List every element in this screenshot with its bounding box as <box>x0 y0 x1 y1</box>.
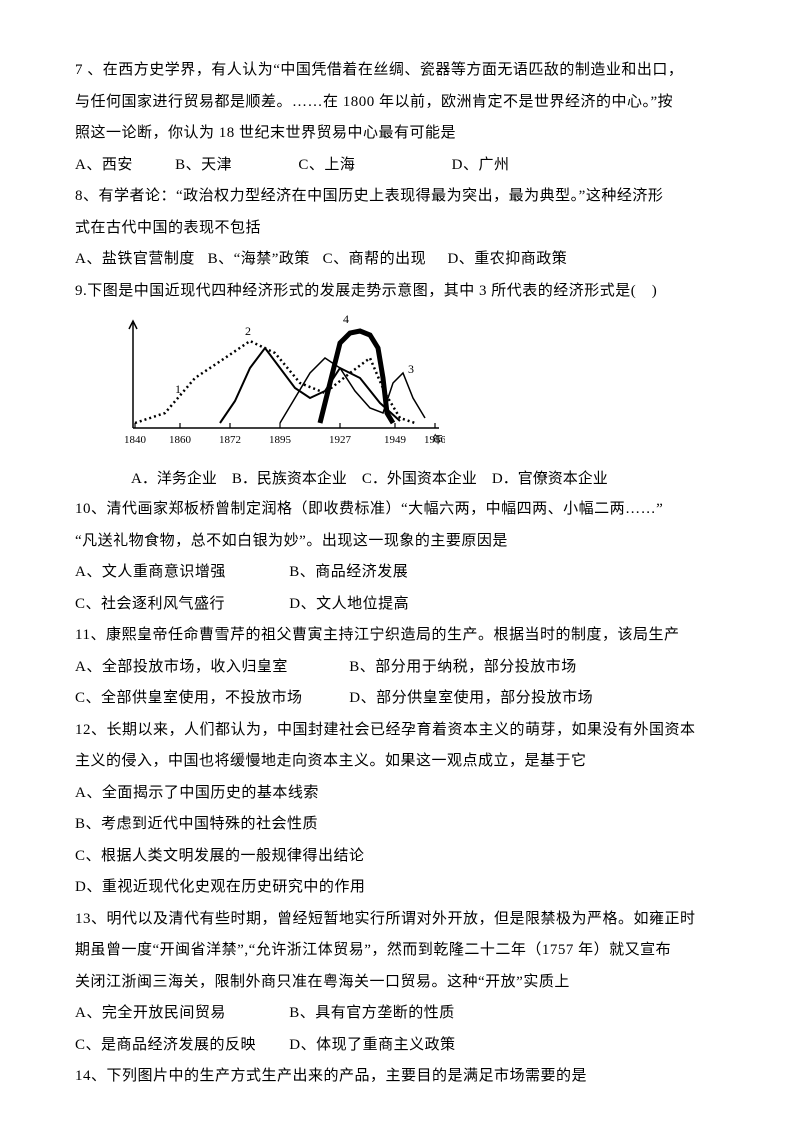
q9-option-a: A．洋务企业 <box>131 471 217 487</box>
q13-options-row1: A、完全开放民间贸易 B、具有官方垄断的性质 <box>75 998 725 1030</box>
q13-option-d: D、体现了重商主义政策 <box>289 1030 455 1062</box>
exam-page: 7 、在西方史学界，有人认为“中国凭借着在丝绸、瓷器等方面无语匹敌的制造业和出口… <box>0 0 800 1133</box>
q10-options-row2: C、社会逐利风气盛行 D、文人地位提高 <box>75 589 725 621</box>
q8-option-a: A、盐铁官营制度 <box>75 244 195 276</box>
q7-line2: 与任何国家进行贸易都是顺差。……在 1800 年以前，欧洲肯定不是世界经济的中心… <box>75 87 725 119</box>
q8-option-c: C、商帮的出现 <box>323 244 427 276</box>
q11-options-row2: C、全部供皇室使用，不投放市场 D、部分供皇室使用，部分投放市场 <box>75 683 725 715</box>
svg-text:1927: 1927 <box>329 434 352 446</box>
svg-text:年: 年 <box>432 432 443 446</box>
svg-text:1949: 1949 <box>384 434 407 446</box>
q11-option-c: C、全部供皇室使用，不投放市场 <box>75 683 345 715</box>
q8-options: A、盐铁官营制度 B、“海禁”政策 C、商帮的出现 D、重农抑商政策 <box>75 244 725 276</box>
q10-line2: “凡送礼物食物，总不如白银为妙”。出现这一现象的主要原因是 <box>75 526 725 558</box>
svg-text:1: 1 <box>175 382 181 396</box>
q7-options: A、西安 B、天津 C、上海 D、广州 <box>75 150 725 182</box>
q9-options: A．洋务企业 B．民族资本企业 C．外国资本企业 D．官僚资本企业 <box>131 464 725 494</box>
q12-option-b: B、考虑到近代中国特殊的社会性质 <box>75 809 725 841</box>
q8-option-b: B、“海禁”政策 <box>208 244 310 276</box>
q10-options-row1: A、文人重商意识增强 B、商品经济发展 <box>75 557 725 589</box>
q12-line2: 主义的侵入，中国也将缓慢地走向资本主义。如果这一观点成立，是基于它 <box>75 746 725 778</box>
line-chart-svg: 1840186018721895192719491956年1234 <box>125 313 445 453</box>
q11-options-row1: A、全部投放市场，收入归皇室 B、部分用于纳税，部分投放市场 <box>75 652 725 684</box>
q10-option-b: B、商品经济发展 <box>289 557 408 589</box>
q11-option-d: D、部分供皇室使用，部分投放市场 <box>349 683 593 715</box>
q13-option-a: A、完全开放民间贸易 <box>75 998 285 1030</box>
q7-option-a: A、西安 <box>75 150 133 182</box>
svg-text:1895: 1895 <box>269 434 292 446</box>
svg-text:1872: 1872 <box>219 434 241 446</box>
q10-line1: 10、清代画家郑板桥曾制定润格（即收费标准）“大幅六两，中幅四两、小幅二两……” <box>75 494 725 526</box>
q9-chart: 1840186018721895192719491956年1234 <box>125 313 725 458</box>
q13-option-c: C、是商品经济发展的反映 <box>75 1030 285 1062</box>
q13-line2: 期虽曾一度“开闽省洋禁”,“允许浙江体贸易”，然而到乾隆二十二年（1757 年）… <box>75 935 725 967</box>
svg-text:1840: 1840 <box>125 434 147 446</box>
svg-text:3: 3 <box>408 362 414 376</box>
q7-line1: 7 、在西方史学界，有人认为“中国凭借着在丝绸、瓷器等方面无语匹敌的制造业和出口… <box>75 55 725 87</box>
q7-option-b: B、天津 <box>175 150 232 182</box>
q9-option-c: C．外国资本企业 <box>362 471 477 487</box>
svg-text:1860: 1860 <box>169 434 192 446</box>
q8-line1: 8、有学者论：“政治权力型经济在中国历史上表现得最为突出，最为典型。”这种经济形 <box>75 181 725 213</box>
q13-line1: 13、明代以及清代有些时期，曾经短暂地实行所谓对外开放，但是限禁极为严格。如雍正… <box>75 904 725 936</box>
q11-option-a: A、全部投放市场，收入归皇室 <box>75 652 345 684</box>
q8-option-d: D、重农抑商政策 <box>447 244 567 276</box>
q11-option-b: B、部分用于纳税，部分投放市场 <box>349 652 577 684</box>
svg-text:2: 2 <box>245 324 251 338</box>
q8-line2: 式在古代中国的表现不包括 <box>75 213 725 245</box>
q13-line3: 关闭江浙闽三海关，限制外商只准在粤海关一口贸易。这种“开放”实质上 <box>75 967 725 999</box>
q13-option-b: B、具有官方垄断的性质 <box>289 998 455 1030</box>
q11-line1: 11、康熙皇帝任命曹雪芹的祖父曹寅主持江宁织造局的生产。根据当时的制度，该局生产 <box>75 620 725 652</box>
q12-option-c: C、根据人类文明发展的一般规律得出结论 <box>75 841 725 873</box>
q10-option-d: D、文人地位提高 <box>289 589 409 621</box>
q12-line1: 12、长期以来，人们都认为，中国封建社会已经孕育着资本主义的萌芽，如果没有外国资… <box>75 715 725 747</box>
q10-option-c: C、社会逐利风气盛行 <box>75 589 285 621</box>
q14-line1: 14、下列图片中的生产方式生产出来的产品，主要目的是满足市场需要的是 <box>75 1061 725 1093</box>
svg-text:4: 4 <box>343 313 349 326</box>
q12-option-a: A、全面揭示了中国历史的基本线索 <box>75 778 725 810</box>
q9-option-d: D．官僚资本企业 <box>492 471 608 487</box>
q9-line1: 9.下图是中国近现代四种经济形式的发展走势示意图，其中 3 所代表的经济形式是(… <box>75 276 725 308</box>
q13-options-row2: C、是商品经济发展的反映 D、体现了重商主义政策 <box>75 1030 725 1062</box>
q12-option-d: D、重视近现代化史观在历史研究中的作用 <box>75 872 725 904</box>
q7-option-d: D、广州 <box>452 150 510 182</box>
q7-option-c: C、上海 <box>298 150 355 182</box>
q7-line3: 照这一论断，你认为 18 世纪末世界贸易中心最有可能是 <box>75 118 725 150</box>
q9-option-b: B．民族资本企业 <box>232 471 347 487</box>
q10-option-a: A、文人重商意识增强 <box>75 557 285 589</box>
